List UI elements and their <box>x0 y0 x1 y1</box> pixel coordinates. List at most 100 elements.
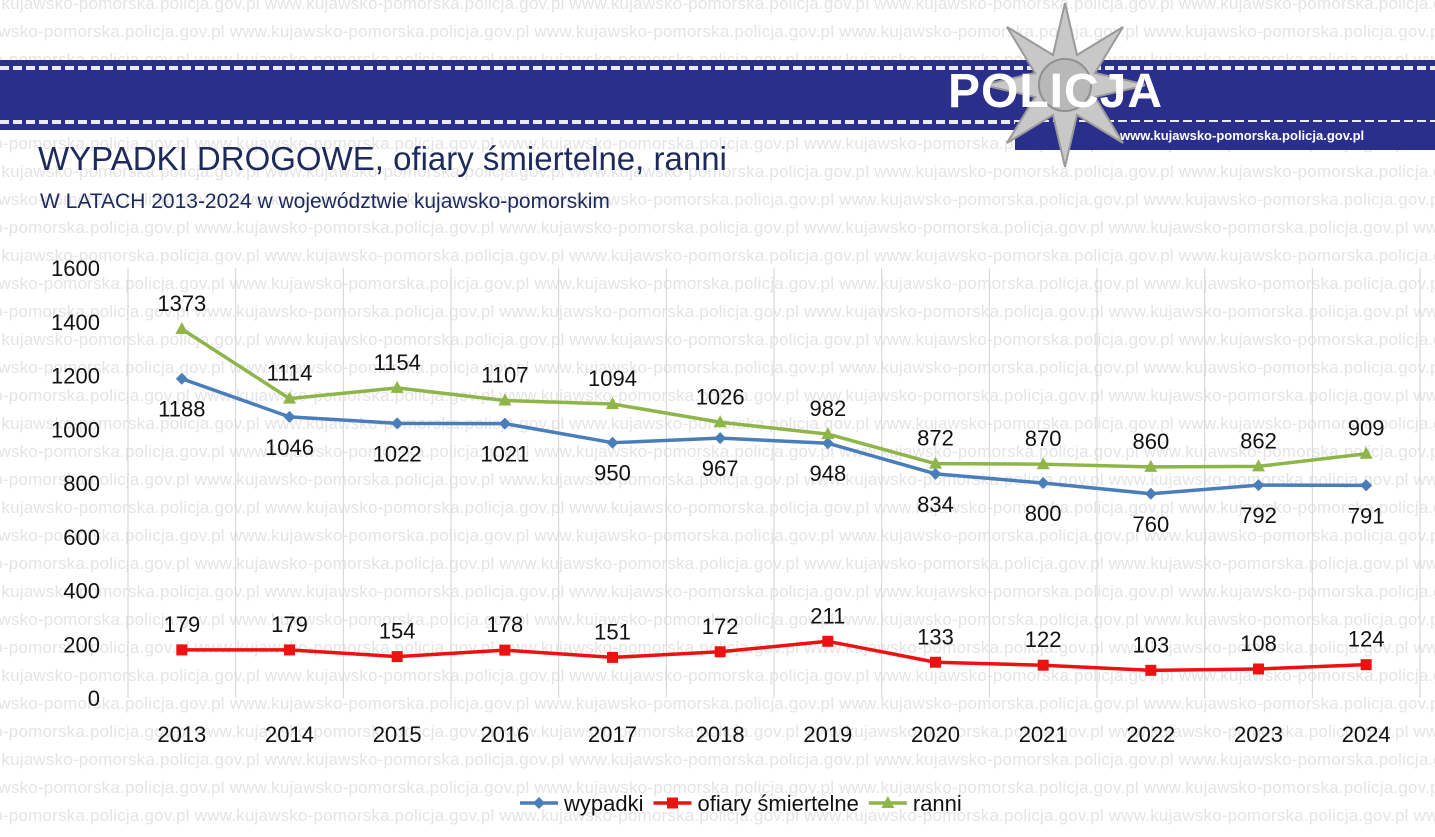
data-point-ofiary-miertelne <box>714 646 726 658</box>
data-point-ofiary-miertelne <box>284 644 295 656</box>
legend-entry-wypadki: wypadki <box>563 791 643 816</box>
series-line-ofiary-miertelne <box>181 639 1367 673</box>
y-tick-label: 800 <box>63 471 100 496</box>
data-label-wypadki: 792 <box>1240 503 1277 528</box>
data-label-wypadki: 1021 <box>480 442 529 467</box>
data-label-wypadki: 948 <box>809 461 846 486</box>
data-label-ranni: 862 <box>1240 428 1277 453</box>
data-point-wypadki <box>498 417 511 430</box>
y-tick-label: 600 <box>63 525 100 550</box>
data-point-ranni <box>175 322 189 335</box>
y-tick-label: 1000 <box>51 417 100 442</box>
site-url[interactable]: www.kujawsko-pomorska.policja.gov.pl <box>1120 128 1365 143</box>
y-tick-label: 1200 <box>51 364 100 389</box>
data-point-ofiary-miertelne <box>607 651 618 663</box>
data-label-ranni: 1026 <box>696 384 745 409</box>
watermark-line: www.kujawsko-pomorska.policja.gov.pl www… <box>0 302 1435 321</box>
data-label-wypadki: 800 <box>1025 501 1062 526</box>
watermark-line: www.kujawsko-pomorska.policja.gov.pl www… <box>0 666 1435 685</box>
y-tick-label: 400 <box>63 579 100 604</box>
data-point-ofiary-miertelne <box>1360 659 1372 671</box>
legend-entry-ranni: ranni <box>913 791 962 816</box>
legend-marker-ranni <box>881 796 895 808</box>
data-label-wypadki: 760 <box>1132 512 1169 537</box>
data-point-wypadki <box>175 372 188 385</box>
data-label-ranni: 1154 <box>374 350 421 375</box>
watermark-line: www.kujawsko-pomorska.policja.gov.pl www… <box>0 806 1435 825</box>
data-point-ranni <box>821 427 835 440</box>
watermark-line: www.kujawsko-pomorska.policja.gov.pl www… <box>0 750 1435 769</box>
data-label-ofiary-miertelne: 172 <box>702 614 739 639</box>
data-label-wypadki: 834 <box>917 492 954 517</box>
data-label-ranni: 1107 <box>481 362 528 387</box>
data-point-wypadki <box>283 410 296 423</box>
data-point-wypadki <box>1252 479 1265 492</box>
data-label-ranni: 860 <box>1132 429 1169 454</box>
watermark-line: www.kujawsko-pomorska.policja.gov.pl www… <box>0 358 1435 377</box>
watermark-line: www.kujawsko-pomorska.policja.gov.pl www… <box>0 246 1435 265</box>
x-tick-label: 2024 <box>1342 722 1391 747</box>
banner-dash-top <box>0 66 1435 70</box>
page-title: WYPADKI DROGOWE, ofiary śmiertelne, rann… <box>38 140 727 177</box>
watermark-line: www.kujawsko-pomorska.policja.gov.pl www… <box>0 778 1435 797</box>
data-label-ofiary-miertelne: 211 <box>810 603 845 628</box>
header-banner <box>0 60 1435 130</box>
y-tick-label: 1400 <box>51 310 100 335</box>
x-tick-label: 2015 <box>373 722 422 747</box>
data-point-wypadki <box>929 467 942 480</box>
data-point-ranni <box>283 391 296 404</box>
data-point-wypadki <box>1360 479 1373 492</box>
data-point-ofiary-miertelne <box>822 635 834 647</box>
police-star-icon <box>985 2 1145 168</box>
data-label-ranni: 1114 <box>267 361 313 386</box>
watermark-line: www.kujawsko-pomorska.policja.gov.pl www… <box>0 470 1435 489</box>
data-point-wypadki <box>606 436 619 449</box>
watermark-line: www.kujawsko-pomorska.policja.gov.pl www… <box>0 190 1435 209</box>
data-label-wypadki: 967 <box>702 456 739 481</box>
data-label-ranni: 872 <box>917 426 954 451</box>
watermark-line: www.kujawsko-pomorska.policja.gov.pl www… <box>0 0 1435 13</box>
data-label-ofiary-miertelne: 122 <box>1025 627 1062 652</box>
watermark-line: www.kujawsko-pomorska.policja.gov.pl www… <box>0 610 1435 629</box>
data-label-wypadki: 1046 <box>265 435 314 460</box>
data-point-ranni <box>1359 446 1373 459</box>
data-point-ofiary-miertelne <box>1145 664 1157 676</box>
watermark-line: www.kujawsko-pomorska.policja.gov.pl www… <box>0 162 1435 181</box>
data-label-ofiary-miertelne: 179 <box>163 612 200 637</box>
data-point-ofiary-miertelne <box>176 644 188 656</box>
data-point-ranni <box>498 393 512 406</box>
banner-url-bar <box>1015 122 1435 150</box>
watermark-line: www.kujawsko-pomorska.policja.gov.pl www… <box>0 218 1435 237</box>
legend-entry-ofiary-miertelne: ofiary śmiertelne <box>697 791 858 816</box>
data-label-wypadki: 950 <box>594 461 631 486</box>
data-point-ranni <box>1252 459 1265 472</box>
data-label-ofiary-miertelne: 151 <box>594 619 631 644</box>
data-label-ofiary-miertelne: 108 <box>1240 631 1277 656</box>
series-line-ranni <box>180 327 1367 469</box>
data-point-ranni <box>713 415 727 428</box>
x-tick-label: 2013 <box>157 722 206 747</box>
data-label-ranni: 909 <box>1348 416 1385 441</box>
x-tick-label: 2022 <box>1126 722 1175 747</box>
data-point-wypadki <box>1037 477 1050 489</box>
data-point-ofiary-miertelne <box>1037 659 1049 671</box>
data-point-wypadki <box>714 432 727 445</box>
data-point-ofiary-miertelne <box>499 644 511 656</box>
data-point-wypadki <box>1144 487 1157 500</box>
y-tick-label: 0 <box>88 686 100 711</box>
data-label-ranni: 870 <box>1025 426 1062 451</box>
data-point-ranni <box>1036 457 1050 470</box>
watermark-line: www.kujawsko-pomorska.policja.gov.pl www… <box>0 694 1435 713</box>
data-point-wypadki <box>391 417 404 430</box>
y-tick-label: 1600 <box>51 256 100 281</box>
data-label-ofiary-miertelne: 154 <box>379 619 416 644</box>
x-tick-label: 2014 <box>265 722 314 747</box>
data-point-ofiary-miertelne <box>930 656 941 668</box>
data-point-ranni <box>1144 459 1158 472</box>
data-label-wypadki: 791 <box>1348 503 1385 528</box>
legend-marker-wypadki <box>533 797 545 809</box>
data-label-ofiary-miertelne: 178 <box>486 612 523 637</box>
data-point-ofiary-miertelne <box>1253 663 1264 675</box>
x-tick-label: 2021 <box>1019 722 1068 747</box>
